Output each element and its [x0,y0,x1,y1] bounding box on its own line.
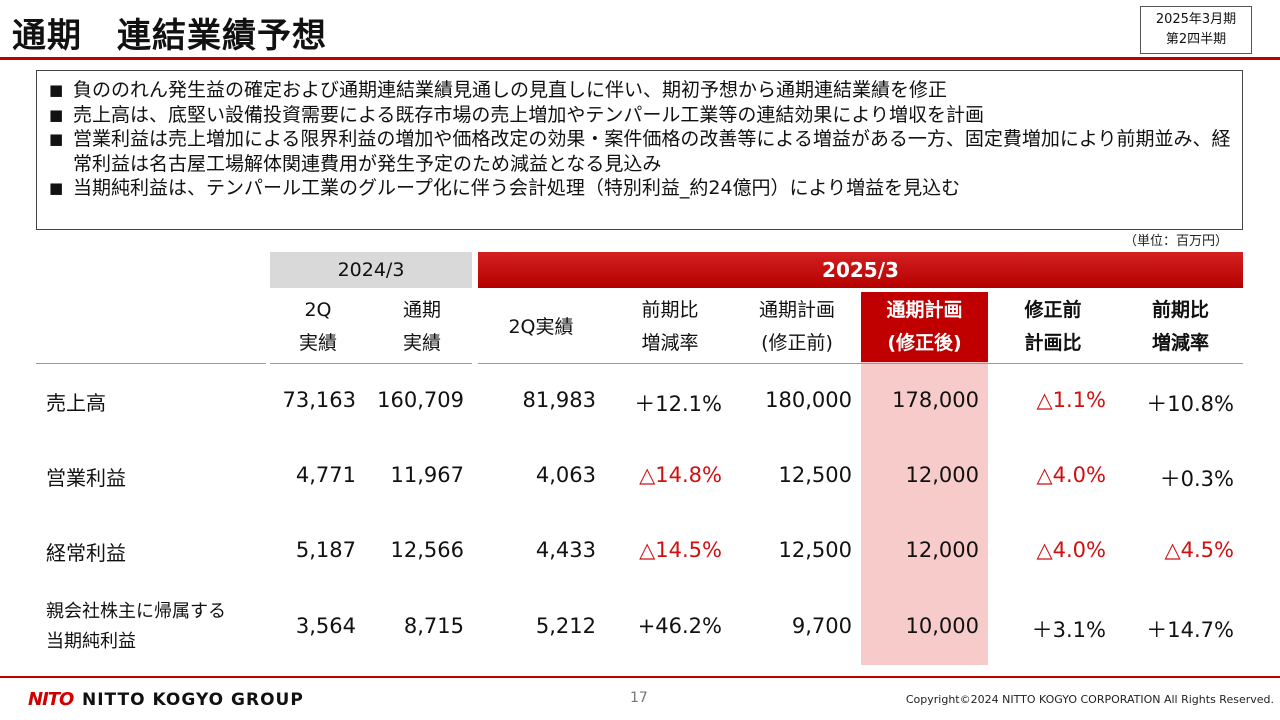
table-cell: △14.8% [639,463,722,487]
row-label-line: 親会社株主に帰属する [46,601,226,622]
page-title: 通期 連結業績予想 [12,16,327,56]
col-header-line: 修正前 [1024,299,1082,321]
bullet-square-icon: ■ [49,130,64,148]
table-cell: 4,063 [535,463,596,487]
table-cell: 11,967 [390,463,464,487]
row-label-line: 当期純利益 [46,631,136,652]
col-header-line: 通期計画 [758,299,835,321]
group-header-prev-year: 2024/3 [270,252,472,288]
summary-bullet: ■ 負ののれん発生益の確定および通期連結業績見通しの見直しに伴い、期初予想から通… [49,78,1232,103]
table-header-rule [36,363,266,364]
table-cell: 4,771 [295,463,356,487]
unit-label: （単位：百万円） [1123,234,1228,249]
table-cell: 180,000 [765,388,852,412]
table-cell: 12,000 [905,463,979,487]
table-cell: 73,163 [282,388,356,412]
col-header-line: 通期 [402,299,441,321]
col-header-line: 前期比 [641,299,699,321]
table-cell: 10,000 [905,614,979,638]
summary-bullet: ■ 営業利益は売上増加による限界利益の増加や価格改定の効果・案件価格の改善等によ… [49,127,1232,176]
col-header-line: 実績 [298,332,337,354]
table-cell: 160,709 [377,388,464,412]
period-line1: 2025年3月期 [1155,12,1237,27]
table-cell: △1.1% [1036,388,1106,412]
bullet-square-icon: ■ [49,105,64,124]
bullet-square-icon: ■ [49,81,64,99]
table-cell: ＋14.7% [1146,618,1234,642]
period-badge: 2025年3月期 第2四半期 [1140,6,1252,54]
col-header-vs-plan: 修正前 計画比 [992,292,1114,362]
company-logo-text: NITTO KOGYO GROUP [82,690,304,710]
table-cell: 9,700 [791,614,852,638]
company-logo-mark: NITO [28,689,74,710]
table-cell: △4.0% [1036,538,1106,562]
table-cell: 5,212 [535,614,596,638]
table-cell: △14.5% [639,538,722,562]
summary-text: 負ののれん発生益の確定および通期連結業績見通しの見直しに伴い、期初予想から通期連… [73,79,948,101]
summary-text: 当期純利益は、テンパール工業のグループ化に伴う会計処理（特別利益_約24億円）に… [73,177,961,199]
table-cell: △4.0% [1036,463,1106,487]
summary-text: 営業利益は売上増加による限界利益の増加や価格改定の効果・案件価格の改善等による増… [73,128,1231,175]
table-cell: 8,715 [403,614,464,638]
col-header-line: (修正前) [761,332,833,354]
col-header-line: 実績 [402,332,441,354]
table-cell: 3,564 [295,614,356,638]
page-number: 17 [630,690,648,706]
title-divider [0,57,1280,60]
summary-bullet: ■ 売上高は、底堅い設備投資需要による既存市場の売上増加やテンパール工業等の連結… [49,103,1232,128]
table-cell: 12,566 [390,538,464,562]
col-header-yoy: 前期比 増減率 [606,292,734,362]
col-header-line: 通期計画 [886,299,963,321]
highlight-column [861,362,988,665]
summary-text: 売上高は、底堅い設備投資需要による既存市場の売上増加やテンパール工業等の連結効果… [73,103,985,126]
col-header-line: 増減率 [641,332,699,354]
row-label-ordinary-income: 経常利益 [46,541,126,565]
row-label-operating-income: 営業利益 [46,466,126,490]
table-cell: ＋0.3% [1159,467,1234,491]
col-header-prev-2q: 2Q 実績 [270,292,366,362]
copyright: Copyright©2024 NITTO KOGYO CORPORATION A… [905,693,1274,706]
col-header-line: 計画比 [1024,332,1082,354]
table-cell: ＋12.1% [634,392,722,416]
col-header-yoy-full: 前期比 増減率 [1118,292,1243,362]
summary-box: ■ 負ののれん発生益の確定および通期連結業績見通しの見直しに伴い、期初予想から通… [36,70,1243,230]
col-header-line: 2Q [304,299,332,321]
col-header-line: 前期比 [1151,299,1209,321]
footer-divider [0,676,1280,678]
summary-bullet: ■ 当期純利益は、テンパール工業のグループ化に伴う会計処理（特別利益_約24億円… [49,176,1232,201]
table-cell: 5,187 [295,538,356,562]
row-label-sales: 売上高 [46,391,106,415]
col-header-plan-before: 通期計画 (修正前) [736,292,858,362]
col-header-prev-full: 通期 実績 [372,292,472,362]
table-cell: △4.5% [1164,538,1234,562]
col-header-line: 増減率 [1151,332,1209,354]
table-cell: 12,500 [778,538,852,562]
col-header-plan-after: 通期計画 (修正後) [861,292,988,362]
row-label-net-income: 親会社株主に帰属する 当期純利益 [46,597,226,657]
bullet-square-icon: ■ [49,179,64,197]
period-line2: 第2四半期 [1165,32,1227,47]
table-cell: 178,000 [892,388,979,412]
table-cell: +46.2% [637,614,722,638]
col-header-line: 2Q実績 [508,315,574,338]
table-header-rule [478,363,1243,364]
col-header-cur-2q: 2Q実績 [478,292,604,362]
table-cell: 4,433 [535,538,596,562]
table-cell: ＋10.8% [1146,392,1234,416]
table-cell: 12,000 [905,538,979,562]
col-header-line: (修正後) [887,332,962,354]
table-cell: 12,500 [778,463,852,487]
table-cell: 81,983 [522,388,596,412]
table-header-rule [270,363,472,364]
table-cell: ＋3.1% [1031,618,1106,642]
group-header-current-year: 2025/3 [478,252,1243,288]
